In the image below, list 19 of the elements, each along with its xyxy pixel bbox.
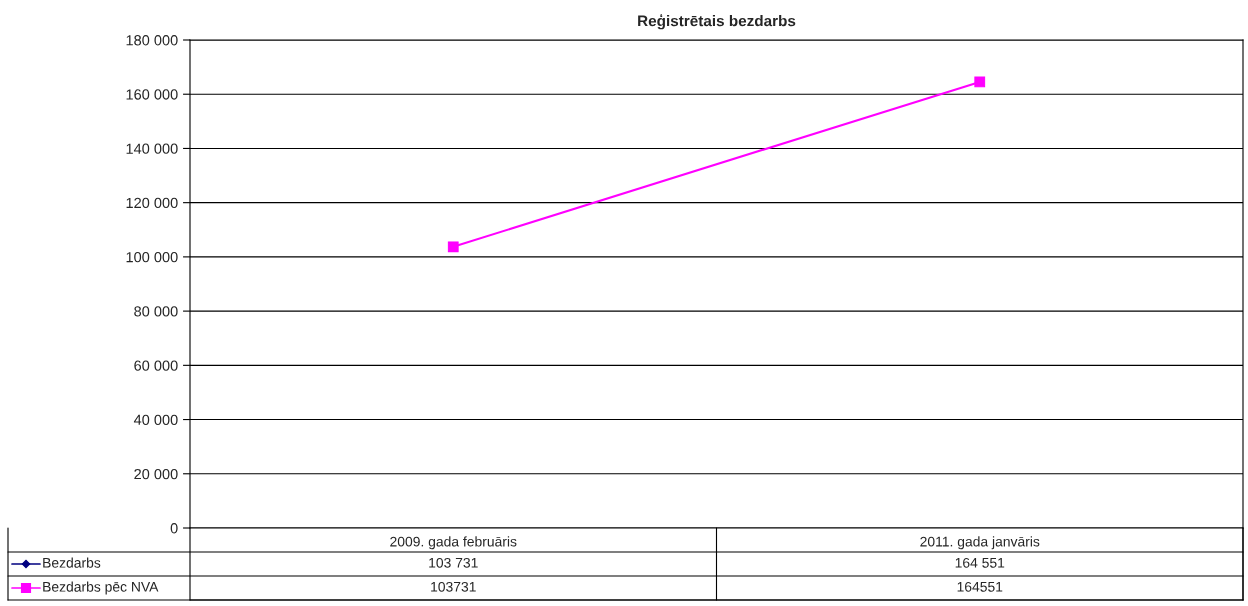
chart-title: Reģistrētais bezdarbs bbox=[638, 14, 796, 30]
y-tick-label: 140 000 bbox=[126, 143, 178, 154]
data-label: 103731 bbox=[431, 581, 476, 592]
y-tick-label: 100 000 bbox=[126, 251, 178, 263]
x-tick-label: 2009. gada februāris bbox=[390, 536, 517, 550]
legend-label: Bezdarbs pēc NVA bbox=[43, 581, 159, 595]
legend-label: Bezdarbs bbox=[43, 557, 101, 568]
y-tick-label: 60 000 bbox=[134, 360, 178, 371]
y-tick-label: 80 000 bbox=[134, 306, 178, 317]
y-tick-label: 180 000 bbox=[126, 35, 178, 46]
y-tick-label: 120 000 bbox=[126, 197, 178, 209]
y-tick-label: 40 000 bbox=[133, 414, 178, 425]
text: 164 551 bbox=[955, 557, 1005, 568]
y-tick-label: 0 bbox=[170, 523, 178, 534]
y-tick-label: 20 000 bbox=[134, 468, 178, 480]
x-tick-label: 2011. gada janvāris bbox=[920, 536, 1040, 550]
text: 103 731 bbox=[429, 557, 478, 568]
y-tick-label: 160 000 bbox=[126, 89, 178, 100]
data-label: 164551 bbox=[957, 581, 1003, 592]
